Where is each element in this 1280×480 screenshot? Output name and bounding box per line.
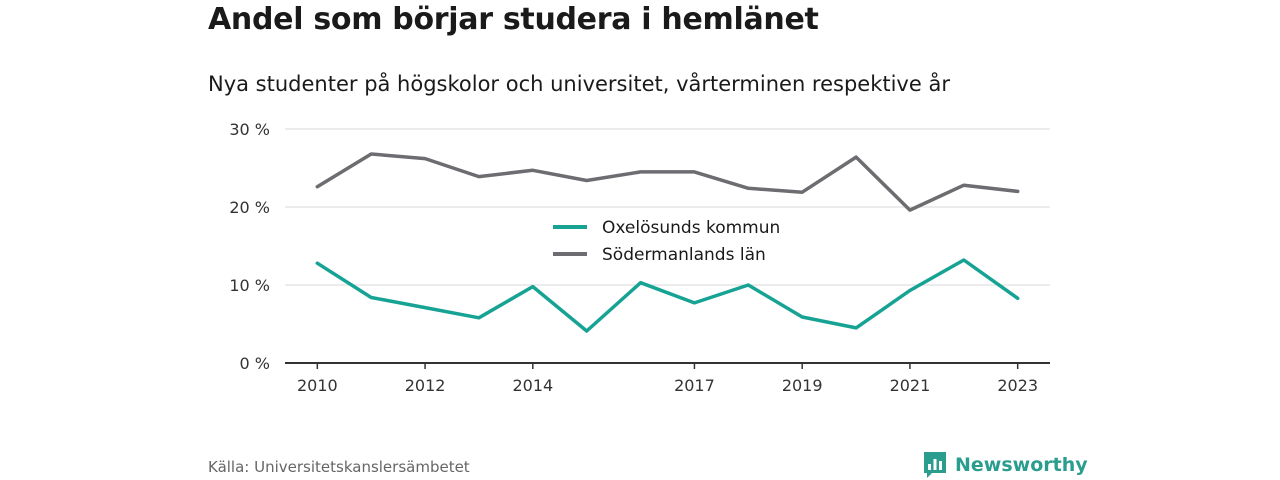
legend-label: Södermanlands län (602, 245, 766, 265)
x-tick-label: 2014 (512, 376, 553, 395)
y-axis: 0 % 10 % 20 % 30 % (229, 120, 270, 373)
series-lines (315, 152, 1020, 333)
x-tick-label: 2010 (297, 376, 338, 395)
x-axis: 2010 2012 2014 2017 2019 2021 2023 (297, 363, 1038, 395)
series-line-1 (315, 258, 1020, 333)
x-tick-label: 2017 (674, 376, 715, 395)
x-tick-label: 2021 (890, 376, 931, 395)
y-tick-label: 10 % (229, 276, 270, 295)
legend: Oxelösunds kommun Södermanlands län (553, 218, 780, 265)
chart-title: Andel som börjar studera i hemlänet (208, 2, 819, 37)
series-line-2 (315, 152, 1020, 212)
y-tick-label: 0 % (240, 354, 270, 373)
x-tick-label: 2023 (997, 376, 1038, 395)
y-tick-label: 20 % (229, 198, 270, 217)
legend-label: Oxelösunds kommun (602, 218, 780, 238)
x-tick-label: 2012 (405, 376, 446, 395)
chart-subtitle: Nya studenter på högskolor och universit… (208, 72, 950, 96)
y-tick-label: 30 % (229, 120, 270, 139)
brand-logo[interactable]: Newsworthy (922, 450, 1088, 480)
bar-chart-speech-bubble-icon (924, 452, 946, 478)
brand-name: Newsworthy (955, 454, 1088, 476)
x-tick-label: 2019 (782, 376, 823, 395)
source-note: Källa: Universitetskanslersämbetet (208, 458, 470, 476)
